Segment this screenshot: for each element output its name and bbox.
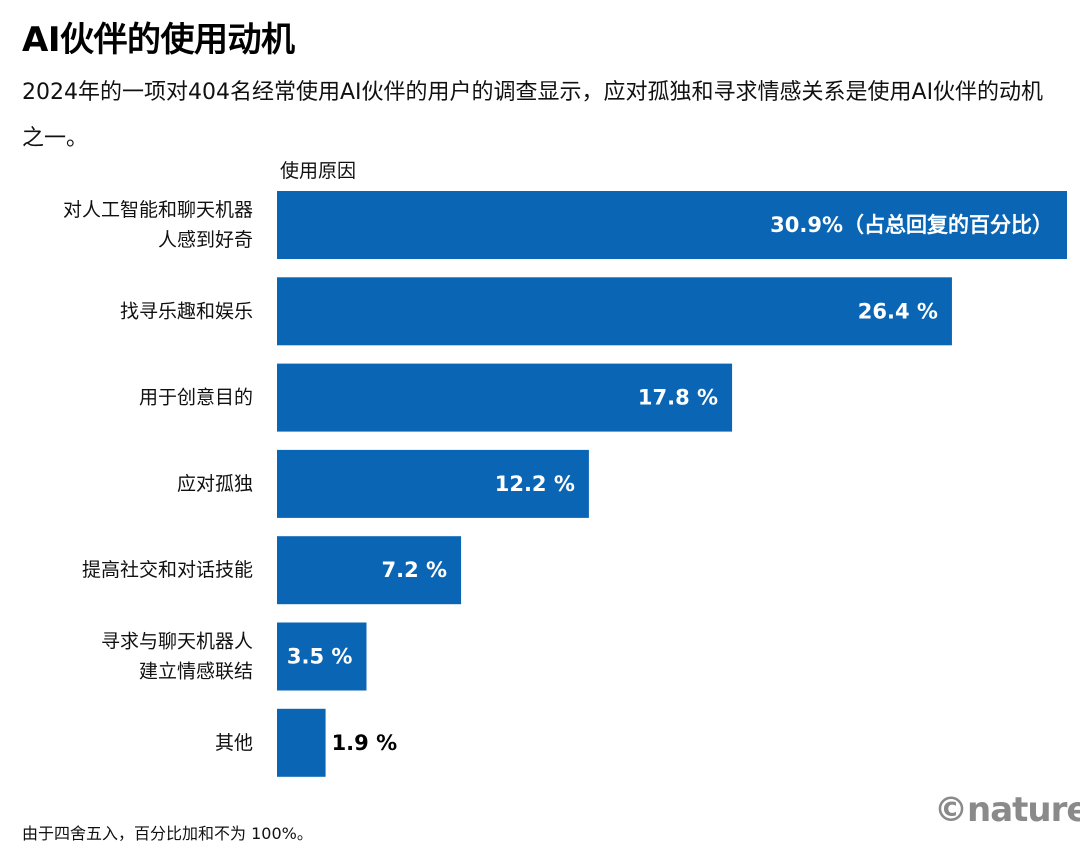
value-label-0: 30.9%（占总回复的百分比） [770,213,1053,237]
bar-0 [277,191,1067,259]
category-label-0: 对人工智能和聊天机器人感到好奇 [63,199,253,251]
category-label-4: 提高社交和对话技能 [82,559,253,581]
footnote: 由于四舍五入，百分比加和不为 100%。 [22,824,313,843]
value-label-5: 3.5 % [287,645,353,669]
category-label-5: 寻求与聊天机器人建立情感联结 [101,631,253,683]
chart-subtitle: 2024年的一项对404名经常使用AI伙伴的用户的调查显示，应对孤独和寻求情感关… [22,80,1044,151]
category-label-2: 用于创意目的 [139,387,253,409]
value-label-4: 7.2 % [382,558,448,582]
bar-6 [277,708,326,777]
category-label-6: 其他 [215,732,253,754]
bar-2 [277,363,733,432]
chart-title: AI伙伴的使用动机 [22,20,295,60]
bar-5 [277,622,367,691]
value-label-3: 12.2 % [495,472,575,496]
category-label-1: 找寻乐趣和娱乐 [120,300,253,322]
bar-1 [277,277,952,346]
bar-chart: 对人工智能和聊天机器人感到好奇 30.9%（占总回复的百分比） 找寻乐趣和娱乐 26.… [63,191,1067,777]
bar-4 [277,536,462,605]
value-label-1: 26.4 % [858,299,938,323]
value-label-6: 1.9 % [332,731,398,755]
bar-3 [277,449,589,518]
category-label-3: 应对孤独 [177,473,253,495]
nature-logo: ©nature [934,790,1080,830]
value-label-2: 17.8 % [638,386,718,410]
axis-title: 使用原因 [280,160,357,182]
